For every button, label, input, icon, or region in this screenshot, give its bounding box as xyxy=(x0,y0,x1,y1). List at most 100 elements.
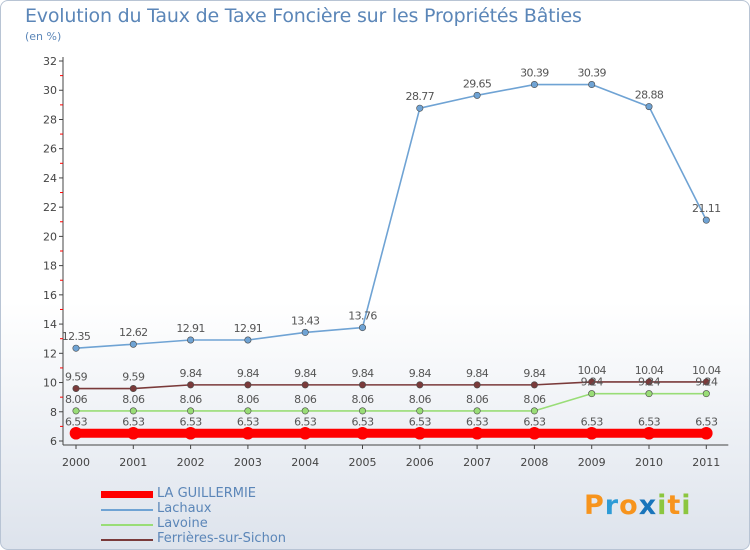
data-point xyxy=(301,381,309,389)
data-point xyxy=(187,381,195,389)
x-tick-label: 2004 xyxy=(291,456,319,469)
data-label: 6.53 xyxy=(294,415,317,428)
data-label: 9.84 xyxy=(237,367,260,380)
data-label: 6.53 xyxy=(180,415,203,428)
data-label: 28.88 xyxy=(635,89,664,102)
data-point xyxy=(358,381,366,389)
data-point xyxy=(358,407,366,415)
data-point xyxy=(416,104,424,112)
data-point xyxy=(127,426,140,440)
logo-letter: r xyxy=(604,490,620,521)
data-label: 12.62 xyxy=(119,326,148,339)
data-label: 6.53 xyxy=(122,415,145,428)
data-label: 8.06 xyxy=(523,393,546,406)
data-point xyxy=(358,324,366,332)
data-point xyxy=(530,407,538,415)
y-tick-label: 10 xyxy=(43,377,57,390)
proxiti-logo: Proxiti xyxy=(584,490,692,521)
logo-letter: o xyxy=(619,490,639,521)
data-label: 8.06 xyxy=(351,393,374,406)
x-tick-label: 2008 xyxy=(520,456,548,469)
data-label: 8.06 xyxy=(65,393,88,406)
data-label: 9.24 xyxy=(638,376,661,389)
data-point xyxy=(416,407,424,415)
legend-label: Lachaux xyxy=(157,501,212,516)
data-point xyxy=(702,216,710,224)
legend-label: Lavoine xyxy=(157,516,208,531)
legend-swatch xyxy=(101,491,153,498)
data-point xyxy=(702,378,710,386)
data-label: 10.04 xyxy=(577,364,606,377)
data-point xyxy=(473,91,481,99)
data-label: 6.53 xyxy=(638,415,661,428)
y-tick-label: 30 xyxy=(43,84,57,97)
data-point xyxy=(72,344,80,352)
data-point xyxy=(588,378,596,386)
data-point xyxy=(244,381,252,389)
x-tick-label: 2001 xyxy=(119,456,147,469)
y-tick-label: 8 xyxy=(50,406,57,419)
data-label: 9.84 xyxy=(351,367,374,380)
data-point xyxy=(356,426,369,440)
data-label: 6.53 xyxy=(695,415,718,428)
data-point xyxy=(470,426,484,440)
data-point xyxy=(645,390,653,398)
logo-letter: i xyxy=(681,490,692,521)
data-label: 8.06 xyxy=(180,393,203,406)
data-point xyxy=(642,426,656,440)
data-point xyxy=(699,426,713,440)
data-point xyxy=(129,385,137,393)
data-point xyxy=(184,426,197,440)
data-point xyxy=(241,426,255,440)
x-tick-label: 2000 xyxy=(62,456,90,469)
y-tick-label: 22 xyxy=(43,201,57,214)
y-tick-label: 12 xyxy=(43,347,57,360)
chart-subtitle: (en %) xyxy=(25,30,62,43)
line-chart: 6 8 10 12 14 16 18 20 22 24 26 28 30 32 2000 2001 2002 20… xyxy=(43,55,729,469)
data-label: 29.65 xyxy=(463,77,492,90)
data-label: 9.84 xyxy=(409,367,432,380)
data-label: 9.84 xyxy=(466,367,489,380)
data-label: 12.35 xyxy=(62,330,91,343)
x-tick-label: 2010 xyxy=(635,456,663,469)
logo-letter: x xyxy=(638,490,658,521)
data-point xyxy=(129,407,137,415)
logo-letter: t xyxy=(667,490,682,521)
data-label: 30.39 xyxy=(577,67,606,80)
data-label: 6.53 xyxy=(65,415,88,428)
data-label: 8.06 xyxy=(409,393,432,406)
legend-swatch xyxy=(101,539,153,541)
data-point xyxy=(413,426,427,440)
data-point xyxy=(588,81,596,89)
chart-title: Evolution du Taux de Taxe Foncière sur l… xyxy=(25,5,582,27)
legend-swatch xyxy=(101,509,153,511)
y-tick-label: 26 xyxy=(43,143,57,156)
data-label: 8.06 xyxy=(294,393,317,406)
data-label: 9.84 xyxy=(523,367,546,380)
data-point xyxy=(301,407,309,415)
data-label: 6.53 xyxy=(409,415,432,428)
data-label: 30.39 xyxy=(520,67,549,80)
data-point xyxy=(298,426,312,440)
data-point xyxy=(588,390,596,398)
data-point xyxy=(528,426,541,440)
data-point xyxy=(301,328,309,336)
data-point xyxy=(645,103,653,111)
data-label: 12.91 xyxy=(176,322,205,335)
y-tick-label: 18 xyxy=(43,260,57,273)
data-label: 9.84 xyxy=(180,367,203,380)
data-label: 8.06 xyxy=(237,393,260,406)
data-label: 13.43 xyxy=(291,314,320,327)
data-label: 12.91 xyxy=(234,322,263,335)
data-label: 9.59 xyxy=(122,371,145,384)
data-point xyxy=(473,381,481,389)
x-tick-label: 2002 xyxy=(177,456,205,469)
data-point xyxy=(69,426,83,440)
data-point xyxy=(473,407,481,415)
data-label: 13.76 xyxy=(348,310,377,323)
y-tick-label: 16 xyxy=(43,289,57,302)
data-point xyxy=(187,336,195,344)
series-line-3 xyxy=(76,381,707,390)
y-tick-label: 32 xyxy=(43,55,57,68)
